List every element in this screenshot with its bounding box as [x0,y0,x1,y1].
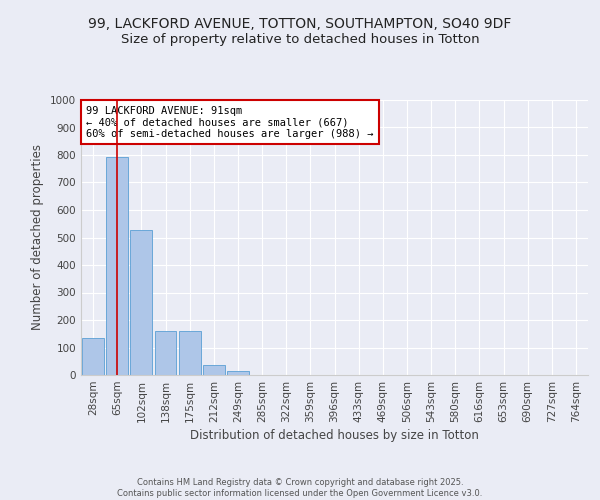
Bar [203,364,224,375]
X-axis label: Distribution of detached houses by size in Totton: Distribution of detached houses by size … [190,429,479,442]
Text: Contains HM Land Registry data © Crown copyright and database right 2025.
Contai: Contains HM Land Registry data © Crown c… [118,478,482,498]
Text: 99 LACKFORD AVENUE: 91sqm
← 40% of detached houses are smaller (667)
60% of semi: 99 LACKFORD AVENUE: 91sqm ← 40% of detac… [86,106,374,138]
Bar [155,331,176,375]
Text: Size of property relative to detached houses in Totton: Size of property relative to detached ho… [121,32,479,46]
Bar [179,331,200,375]
Bar [130,230,152,375]
Text: 99, LACKFORD AVENUE, TOTTON, SOUTHAMPTON, SO40 9DF: 99, LACKFORD AVENUE, TOTTON, SOUTHAMPTON… [88,18,512,32]
Y-axis label: Number of detached properties: Number of detached properties [31,144,44,330]
Bar [82,338,104,375]
Bar [106,157,128,375]
Bar [227,371,249,375]
